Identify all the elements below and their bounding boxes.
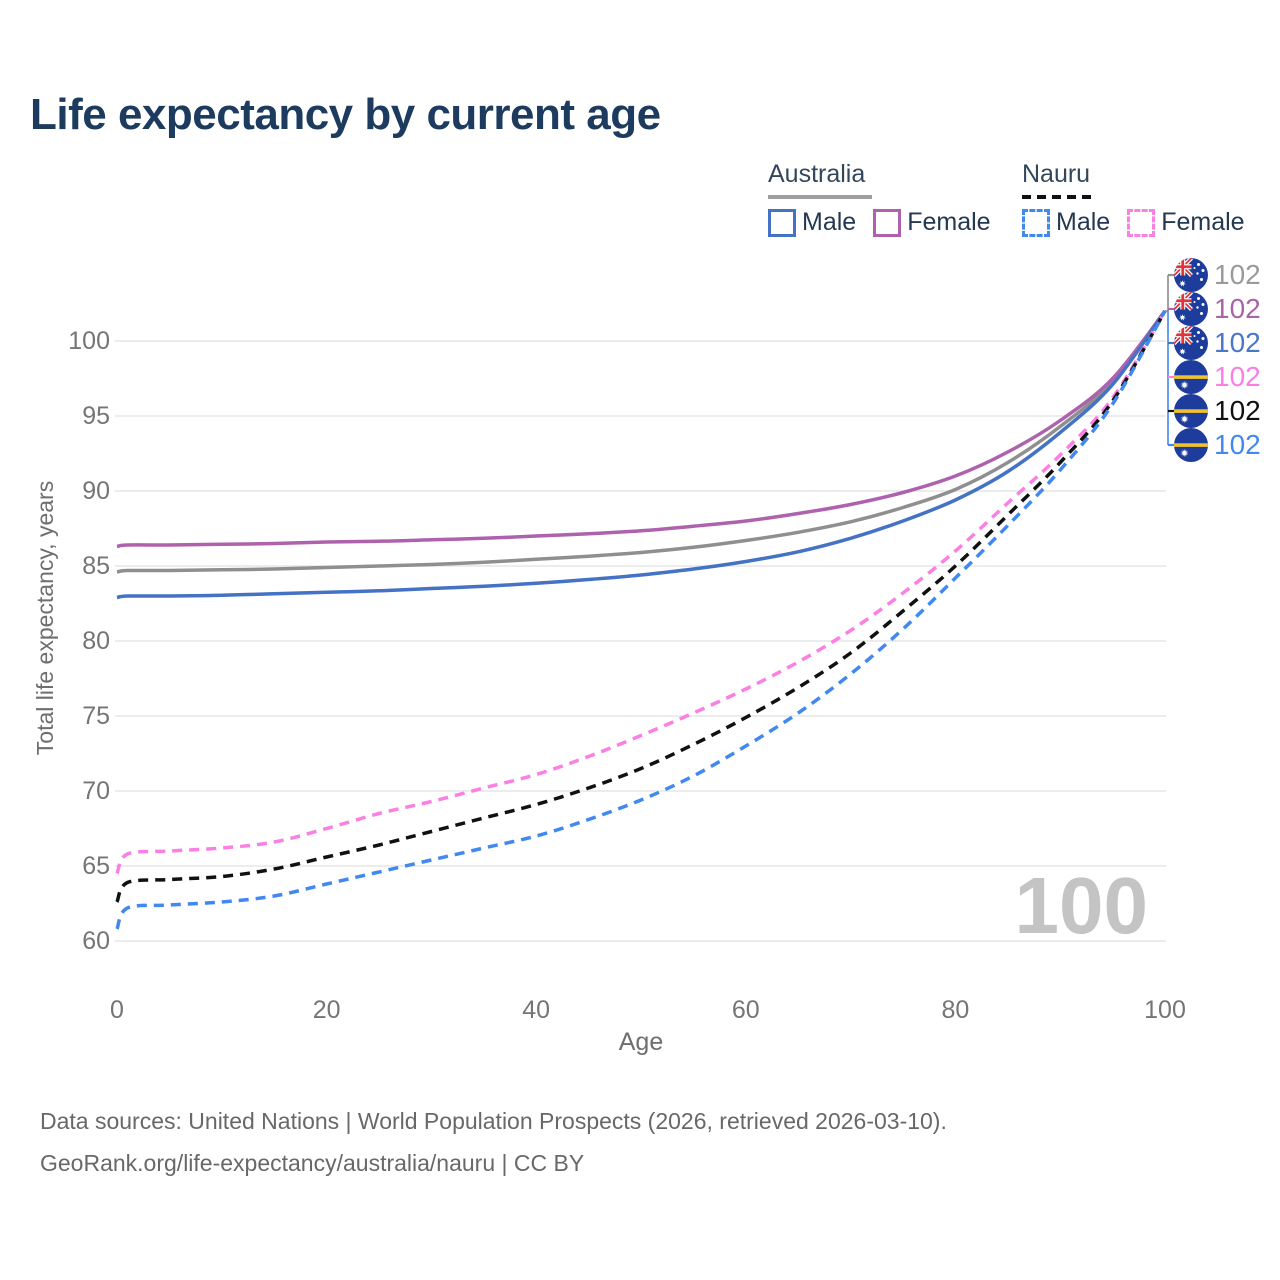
legend-swatch-australia-female (873, 208, 902, 237)
australia-flag-icon (1174, 258, 1208, 292)
end-value-label: 102 (1214, 293, 1261, 324)
page-title: Life expectancy by current age (30, 90, 661, 139)
legend-label-nauru-female: Female (1161, 208, 1245, 236)
x-tick-label-0: 0 (110, 996, 124, 1024)
x-tick-label-60: 60 (731, 996, 760, 1024)
legend-swatch-australia-male (768, 208, 796, 237)
end-value-label: 102 (1214, 259, 1261, 290)
x-tick-label-20: 20 (312, 996, 341, 1024)
nauru-flag-icon (1174, 394, 1208, 428)
series-line-nauru-male[interactable] (115, 310, 1167, 930)
series-end-row-nauru-female: 102 (1174, 360, 1261, 394)
y-tick-label-85: 85 (82, 552, 110, 580)
legend-group-name-nauru[interactable]: Nauru (1022, 160, 1091, 188)
y-tick-label-75: 75 (82, 702, 110, 730)
x-tick-label-100: 100 (1144, 996, 1186, 1024)
legend-group-australia: Australia Male Female (768, 160, 991, 237)
end-value-label: 102 (1214, 361, 1261, 392)
series-end-row-nauru-male: 102 (1174, 428, 1261, 462)
legend-underline-australia-solid (768, 195, 872, 199)
legend-swatch-nauru-female (1127, 208, 1156, 237)
series-end-row-australia-both-sexes: 102 (1174, 258, 1261, 292)
series-end-row-australia-male: 102 (1174, 326, 1261, 360)
series-end-row-nauru-both-sexes: 102 (1174, 394, 1261, 428)
y-tick-label-90: 90 (82, 477, 110, 505)
series-end-row-australia-female: 102 (1174, 292, 1261, 326)
y-tick-label-65: 65 (82, 852, 110, 880)
legend-label-australia-male: Male (802, 208, 857, 236)
x-axis-title: Age (618, 1028, 664, 1056)
current-age-watermark: 100 (1014, 861, 1148, 950)
legend-group-name-australia[interactable]: Australia (768, 160, 866, 188)
legend-group-nauru: Nauru Male Female (1022, 160, 1245, 237)
series-line-australia-male[interactable] (116, 309, 1167, 600)
y-tick-label-95: 95 (82, 402, 110, 430)
legend-item-nauru-male[interactable]: Male (1022, 208, 1110, 237)
end-value-label: 102 (1214, 395, 1261, 426)
y-axis-title: Total life expectancy, years (32, 480, 58, 756)
x-tick-label-40: 40 (522, 996, 551, 1024)
legend-item-nauru-female[interactable]: Female (1127, 208, 1245, 237)
series-line-nauru-female[interactable] (115, 310, 1167, 875)
legend-label-nauru-male: Male (1056, 208, 1111, 236)
y-tick-label-100: 100 (68, 327, 110, 355)
y-tick-label-60: 60 (82, 927, 110, 955)
series-line-nauru-both-sexes[interactable] (115, 310, 1167, 903)
nauru-flag-icon (1174, 360, 1208, 394)
legend-item-australia-female[interactable]: Female (873, 208, 991, 237)
australia-flag-icon (1174, 326, 1208, 360)
footer-source-line: Data sources: United Nations | World Pop… (40, 1108, 947, 1134)
y-tick-label-70: 70 (82, 777, 110, 805)
end-value-label: 102 (1214, 327, 1261, 358)
legend-swatch-nauru-male (1022, 208, 1050, 237)
australia-flag-icon (1174, 292, 1208, 326)
footer-url-line: GeoRank.org/life-expectancy/australia/na… (40, 1150, 585, 1176)
series-line-australia-both-sexes[interactable] (116, 309, 1167, 574)
end-value-label: 102 (1214, 429, 1261, 460)
y-tick-label-80: 80 (82, 627, 110, 655)
legend-item-australia-male[interactable]: Male (768, 208, 856, 237)
x-tick-label-80: 80 (941, 996, 970, 1024)
series-line-australia-female[interactable] (116, 309, 1167, 549)
legend-label-australia-female: Female (907, 208, 991, 236)
nauru-flag-icon (1174, 428, 1208, 462)
legend-underline-nauru-dashed (1022, 195, 1092, 199)
